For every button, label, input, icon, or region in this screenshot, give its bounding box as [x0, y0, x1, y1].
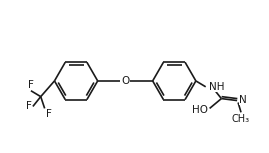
- Text: HO: HO: [192, 105, 208, 115]
- Text: F: F: [26, 101, 32, 111]
- Text: F: F: [46, 109, 52, 119]
- Text: F: F: [28, 80, 34, 90]
- Text: N: N: [239, 95, 247, 104]
- Text: CH₃: CH₃: [232, 114, 250, 124]
- Text: NH: NH: [209, 82, 224, 92]
- Text: O: O: [121, 76, 129, 86]
